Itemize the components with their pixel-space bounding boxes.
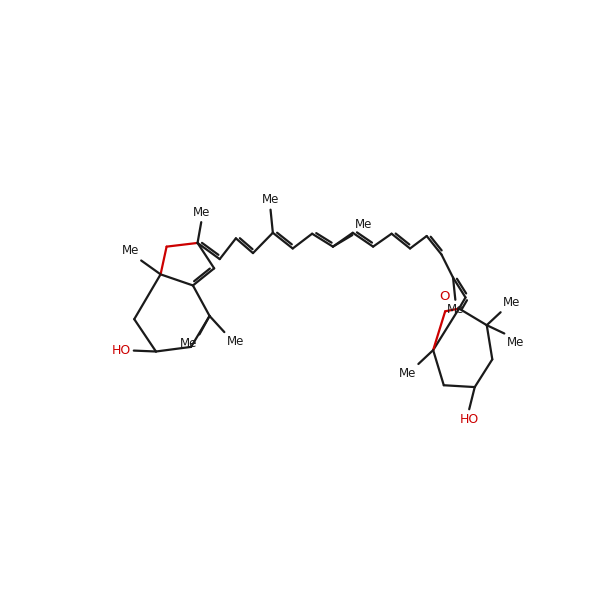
Text: Me: Me [355,218,372,232]
Text: Me: Me [262,193,279,206]
Text: HO: HO [112,344,131,357]
Text: Me: Me [506,336,524,349]
Text: Me: Me [193,206,210,219]
Text: O: O [439,290,449,303]
Text: Me: Me [503,296,520,309]
Text: Me: Me [398,367,416,380]
Text: HO: HO [460,413,479,426]
Text: Me: Me [121,244,139,257]
Text: Me: Me [446,304,464,316]
Text: Me: Me [180,337,197,350]
Text: Me: Me [227,335,244,348]
